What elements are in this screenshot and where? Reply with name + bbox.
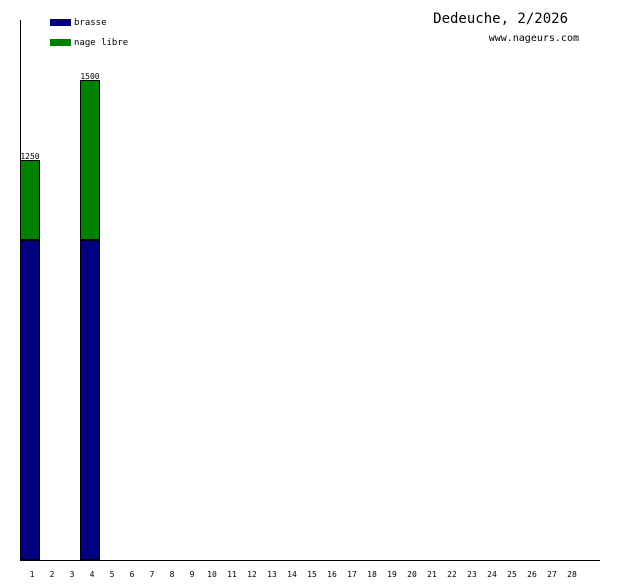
x-tick-label-26: 26: [527, 570, 537, 579]
x-tick-label-24: 24: [487, 570, 497, 579]
x-tick-label-2: 2: [50, 570, 55, 579]
legend-item-nage-libre: nage libre: [50, 38, 128, 48]
x-tick-label-15: 15: [307, 570, 317, 579]
x-tick-label-6: 6: [130, 570, 135, 579]
x-tick-label-25: 25: [507, 570, 517, 579]
chart-title: Dedeuche, 2/2026: [433, 11, 568, 27]
bar-brasse-4: [80, 240, 100, 560]
x-tick-labels-layer: 1 2 3 4 5 6 7 8 9 10 11 12 13 14 15 16 17 18 19 20 21 22 23 24 2…: [30, 570, 577, 579]
x-tick-label-14: 14: [287, 570, 297, 579]
x-tick-label-10: 10: [207, 570, 217, 579]
bar-nage-libre-1: [20, 160, 40, 240]
x-tick-label-12: 12: [247, 570, 257, 579]
x-tick-label-1: 1: [30, 570, 35, 579]
x-tick-label-21: 21: [427, 570, 437, 579]
bar-brasse-1: [20, 240, 40, 560]
legend-swatch-nage-libre: [50, 39, 71, 46]
x-tick-label-16: 16: [327, 570, 337, 579]
x-tick-label-19: 19: [387, 570, 397, 579]
x-tick-label-18: 18: [367, 570, 377, 579]
bar-total-label-1: 1250: [20, 152, 39, 161]
bars-layer: [20, 80, 100, 560]
x-tick-label-13: 13: [267, 570, 277, 579]
bar-total-label-4: 1500: [80, 72, 99, 81]
x-tick-label-5: 5: [110, 570, 115, 579]
legend-label-brasse: brasse: [74, 18, 107, 28]
chart-subtitle: www.nageurs.com: [489, 33, 579, 44]
value-labels-layer: 1250 1500: [20, 72, 99, 161]
x-tick-label-7: 7: [150, 570, 155, 579]
x-tick-label-8: 8: [170, 570, 175, 579]
legend-label-nage-libre: nage libre: [74, 38, 128, 48]
legend-swatch-brasse: [50, 19, 71, 26]
x-tick-label-3: 3: [70, 570, 75, 579]
x-tick-label-27: 27: [547, 570, 557, 579]
legend-item-brasse: brasse: [50, 18, 107, 28]
x-tick-label-9: 9: [190, 570, 195, 579]
legend: brasse nage libre: [50, 18, 128, 48]
x-tick-label-28: 28: [567, 570, 577, 579]
x-tick-label-23: 23: [467, 570, 477, 579]
x-tick-label-11: 11: [227, 570, 237, 579]
x-tick-label-20: 20: [407, 570, 417, 579]
x-tick-label-17: 17: [347, 570, 357, 579]
x-tick-label-22: 22: [447, 570, 457, 579]
x-tick-label-4: 4: [90, 570, 95, 579]
bar-nage-libre-4: [80, 80, 100, 240]
